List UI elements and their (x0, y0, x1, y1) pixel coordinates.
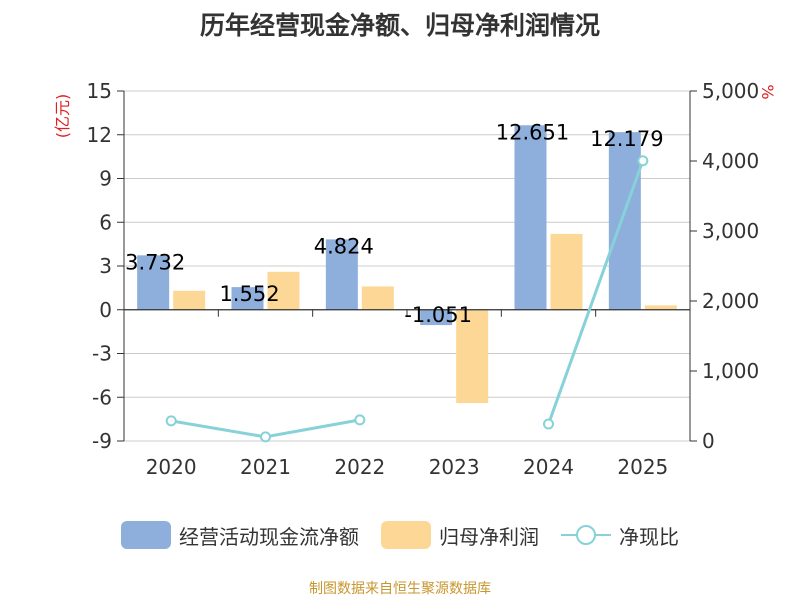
bar-profit (550, 233, 583, 310)
left-tick-label: 15 (87, 79, 112, 103)
bars (137, 125, 677, 404)
right-tick-label: 3,000 (702, 219, 759, 243)
category-label: 2022 (334, 455, 385, 479)
bar-cashflow (420, 309, 453, 326)
legend-symbol-ratio (561, 521, 611, 549)
legend-label-ratio: 净现比 (619, 524, 679, 549)
bar-profit (456, 309, 489, 404)
left-tick-label: -6 (92, 385, 112, 409)
right-tick-label: 1,000 (702, 359, 759, 383)
legend-item-ratio[interactable]: 净现比 (561, 521, 679, 550)
data-label-cashflow: -1.051 (404, 303, 472, 327)
right-axis-unit: % (758, 84, 777, 99)
ratio-point (260, 431, 271, 443)
data-label-cashflow: 4.824 (314, 234, 374, 258)
ratio-point (543, 418, 554, 430)
ratio-point (637, 155, 649, 167)
right-tick-label: 2,000 (702, 289, 759, 313)
ratio-point (165, 415, 177, 427)
bar-profit (361, 286, 394, 310)
ratio-line (165, 155, 649, 443)
data-label-cashflow: 12.651 (496, 120, 569, 144)
data-label-cashflow: 1.552 (219, 282, 279, 306)
category-label: 2025 (617, 455, 668, 479)
bar-profit (173, 290, 206, 310)
category-label: 2020 (146, 455, 197, 479)
chart-title: 历年经营现金净额、归母净利润情况 (199, 11, 600, 40)
tick-labels: 15 12 9 6 3 0 -3 -6 -9 5,000 4,000 3,000 2,000 1,000 0… (53, 79, 777, 479)
right-tick-label: 4,000 (702, 149, 759, 173)
legend-swatch-cashflow (121, 521, 171, 549)
legend-item-profit[interactable]: 归母净利润 (381, 521, 539, 550)
category-label: 2023 (429, 455, 480, 479)
legend-swatch-profit (381, 521, 431, 549)
data-label-cashflow: 12.179 (590, 127, 663, 151)
legend: 经营活动现金流净额 归母净利润 净现比 (0, 518, 800, 552)
left-tick-label: 9 (99, 167, 112, 191)
bar-cashflow (137, 255, 170, 310)
ratio-point (354, 414, 366, 426)
data-labels: 3.732 1.552 4.824 -1.051 12.651 12.179 (125, 120, 663, 326)
left-tick-label: 12 (87, 123, 112, 147)
source-note: 制图数据来自恒生聚源数据库 (309, 581, 491, 597)
bar-cashflow (608, 132, 641, 310)
left-axis-unit: (亿元) (53, 94, 72, 139)
ratio-line-segment (547, 160, 645, 425)
legend-label-cashflow: 经营活动现金流净额 (179, 524, 359, 549)
left-tick-label: 0 (99, 298, 112, 322)
left-tick-label: 3 (99, 254, 112, 278)
left-tick-label: -3 (92, 342, 112, 366)
bar-profit (644, 305, 677, 310)
right-tick-label: 5,000 (702, 79, 759, 103)
axes (117, 90, 697, 442)
legend-item-cashflow[interactable]: 经营活动现金流净额 (121, 521, 359, 550)
left-tick-label: 6 (99, 210, 112, 234)
bar-cashflow (325, 239, 358, 310)
legend-label-profit: 归母净利润 (439, 524, 539, 549)
bar-cashflow (231, 287, 264, 310)
category-label: 2024 (523, 455, 574, 479)
bar-profit (267, 271, 300, 310)
bar-cashflow (514, 125, 547, 310)
left-tick-label: -9 (92, 429, 112, 453)
data-label-cashflow: 3.732 (125, 250, 185, 274)
right-tick-label: 0 (702, 429, 715, 453)
category-label: 2021 (240, 455, 291, 479)
